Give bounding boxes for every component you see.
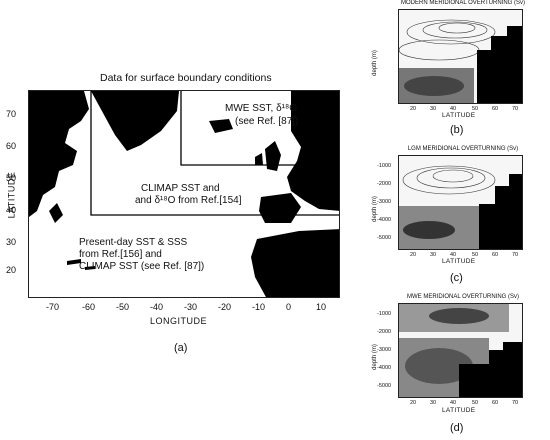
latitude-label: LATITUDE	[442, 112, 476, 119]
lat-tick: 20	[6, 265, 17, 275]
lon-tick: 0	[286, 302, 292, 312]
lon-tick: 10	[316, 302, 327, 312]
depth-axis-label: depth (m)	[371, 50, 378, 76]
x-tick: 30	[430, 400, 437, 406]
longitude-axis-label: LONGITUDE	[150, 316, 208, 326]
overturning-contour-plot	[398, 9, 523, 104]
x-tick: 40	[450, 252, 457, 258]
x-tick: 60	[492, 400, 499, 406]
y-tick: -1000	[377, 163, 392, 169]
y-tick: -4000	[377, 365, 392, 371]
mwe-region-label-line2: (see Ref. [87])	[235, 116, 299, 127]
overturning-contour-plot	[398, 155, 523, 250]
latitude-label: LATITUDE	[442, 258, 476, 265]
lat-tick: 70	[6, 109, 17, 119]
panel-mwe-overturning: MWE MERIDIONAL OVERTURNING (Sv) depth (m…	[372, 294, 544, 440]
x-tick: 50	[472, 252, 479, 258]
x-tick: 40	[450, 400, 457, 406]
north-atlantic-map: MWE SST, δ¹⁸O (see Ref. [87]) CLIMAP SST…	[28, 90, 340, 298]
latitude-label: LATITUDE	[442, 407, 476, 414]
figure-caption-a: (a)	[174, 342, 188, 354]
lat-tick: 30	[6, 237, 17, 247]
present-region-label-line1: Present-day SST & SSS	[79, 237, 188, 248]
y-tick: -5000	[377, 383, 392, 389]
lon-tick: -20	[218, 302, 232, 312]
figure-caption-d: (d)	[450, 422, 464, 434]
x-tick: 70	[512, 106, 519, 112]
climap-region-label-line1: CLIMAP SST and	[141, 183, 220, 194]
y-tick: -1000	[377, 311, 392, 317]
x-tick: 40	[450, 106, 457, 112]
overturning-contour-plot	[398, 303, 523, 398]
x-tick: 50	[472, 106, 479, 112]
map-title: Data for surface boundary conditions	[100, 72, 272, 84]
climap-region-label-line2: and δ¹⁸O from Ref.[154]	[135, 195, 242, 206]
y-tick: -4000	[377, 217, 392, 223]
present-region-label-line2: from Ref.[156] and	[79, 249, 162, 260]
landmass-map	[29, 91, 339, 297]
panel-modern-overturning: MODERN MERIDIONAL OVERTURNING (Sv) depth…	[372, 0, 544, 140]
panel-title: MODERN MERIDIONAL OVERTURNING (Sv)	[400, 0, 525, 6]
lat-tick: 50	[6, 173, 17, 183]
y-tick: -5000	[377, 235, 392, 241]
x-tick: 20	[410, 252, 417, 258]
lon-tick: -40	[150, 302, 164, 312]
lat-tick: 60	[6, 141, 17, 151]
lon-tick: -30	[184, 302, 198, 312]
figure-caption-b: (b)	[450, 124, 464, 136]
x-tick: 30	[430, 252, 437, 258]
figure-caption-c: (c)	[450, 272, 463, 284]
mwe-region-label-line1: MWE SST, δ¹⁸O	[225, 103, 298, 114]
lat-tick: 40	[6, 205, 17, 215]
lon-tick: -70	[46, 302, 60, 312]
panel-title: LGM MERIDIONAL OVERTURNING (Sv)	[407, 146, 519, 152]
x-tick: 50	[472, 400, 479, 406]
x-tick: 70	[512, 252, 519, 258]
x-tick: 20	[410, 106, 417, 112]
present-region-label-line3: CLIMAP SST (see Ref. [87])	[79, 261, 205, 272]
y-tick: -2000	[377, 329, 392, 335]
y-tick: -2000	[377, 181, 392, 187]
lon-tick: -50	[116, 302, 130, 312]
panel-title: MWE MERIDIONAL OVERTURNING (Sv)	[406, 294, 519, 300]
y-tick: -3000	[377, 347, 392, 353]
x-tick: 30	[430, 106, 437, 112]
panel-lgm-overturning: LGM MERIDIONAL OVERTURNING (Sv) depth (m…	[372, 146, 544, 286]
y-tick: -3000	[377, 199, 392, 205]
x-tick: 20	[410, 400, 417, 406]
lon-tick: -60	[82, 302, 96, 312]
latitude-axis-label: LATITUDE	[6, 171, 17, 219]
lon-tick: -10	[252, 302, 266, 312]
x-tick: 60	[492, 252, 499, 258]
x-tick: 70	[512, 400, 519, 406]
x-tick: 60	[492, 106, 499, 112]
